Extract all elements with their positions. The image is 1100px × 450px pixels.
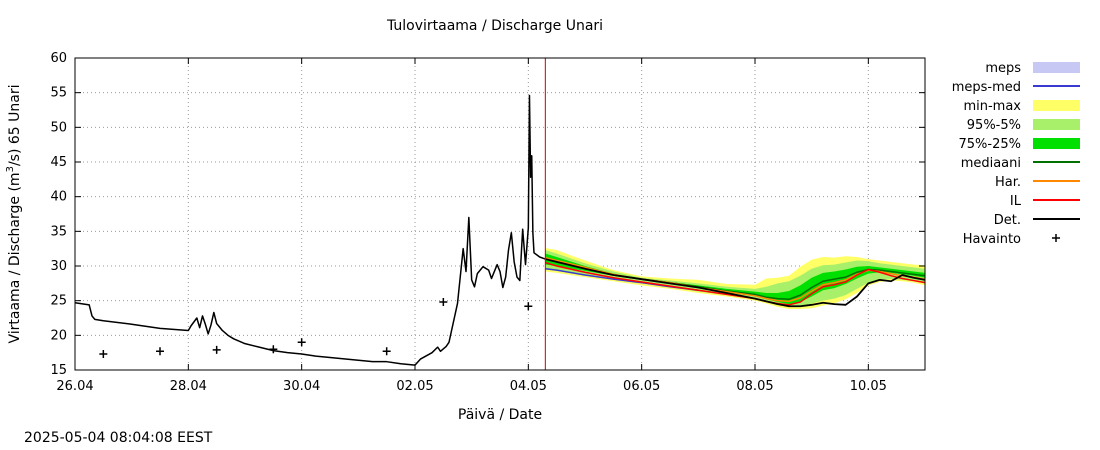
x-tick-label: 08.05 [736, 379, 773, 394]
plot-frame [74, 57, 926, 371]
legend-swatch [1052, 234, 1060, 242]
y-tick-label: 55 [50, 86, 67, 101]
legend-label: Det. [994, 213, 1021, 228]
legend-label: Har. [995, 175, 1021, 190]
legend-label: meps-med [952, 80, 1021, 95]
chart-title: Tulovirtaama / Discharge Unari [386, 18, 604, 34]
timestamp: 2025-05-04 08:04:08 EEST [24, 430, 213, 446]
forecast-lines [545, 256, 926, 308]
legend-label: Havainto [963, 232, 1021, 247]
y-tick-label: 25 [50, 294, 67, 309]
x-tick-label: 10.05 [850, 379, 887, 394]
legend-swatch [1033, 119, 1080, 130]
forecast-bands [545, 247, 925, 309]
det-forecast-line [545, 258, 926, 308]
legend: meps meps-med min-max 95%-5% 75%-25% mediaani… [952, 61, 1080, 247]
observation-point [382, 347, 391, 356]
x-tick-label: 04.05 [510, 379, 547, 394]
y-tick-label: 20 [50, 328, 67, 343]
y-tick-label: 40 [50, 190, 67, 205]
history-series [74, 58, 546, 370]
legend-swatch [1033, 62, 1080, 73]
legend-label: mediaani [961, 156, 1021, 171]
legend-swatch [1033, 100, 1080, 111]
il-line [545, 261, 926, 306]
observation-point [269, 345, 278, 354]
legend-label: meps [985, 61, 1021, 76]
y-tick-label: 35 [50, 224, 67, 239]
observation-markers [99, 298, 533, 359]
history-line [74, 94, 546, 366]
x-tick-label: 30.04 [283, 379, 320, 394]
x-tick-label: 28.04 [170, 379, 207, 394]
x-tick-label: 26.04 [56, 379, 93, 394]
x-tick-label: 02.05 [396, 379, 433, 394]
y-tick-label: 30 [50, 259, 67, 274]
x-axis-label: Päivä / Date [457, 407, 543, 423]
observation-point [99, 350, 108, 359]
observation-point [524, 302, 533, 311]
legend-label: IL [1010, 194, 1022, 209]
y-tick-label: 15 [50, 363, 67, 378]
legend-label: 75%-25% [959, 137, 1021, 152]
x-tick-label: 06.05 [623, 379, 660, 394]
grid [75, 58, 925, 370]
y-tick-label: 45 [50, 155, 67, 170]
observation-point [439, 298, 448, 307]
legend-swatch [1033, 138, 1080, 149]
legend-label: 95%-5% [967, 118, 1021, 133]
legend-label: min-max [963, 99, 1021, 114]
observation-point [297, 338, 306, 347]
y-tick-label: 50 [50, 120, 67, 135]
observation-point [212, 345, 221, 354]
observation-point [156, 347, 164, 356]
y-tick-label: 60 [50, 51, 67, 66]
axes: 15 20 25 30 35 40 45 50 55 60 26.04 28.04 30.04 02.05… [50, 51, 926, 394]
p95-p5-band [545, 250, 925, 307]
